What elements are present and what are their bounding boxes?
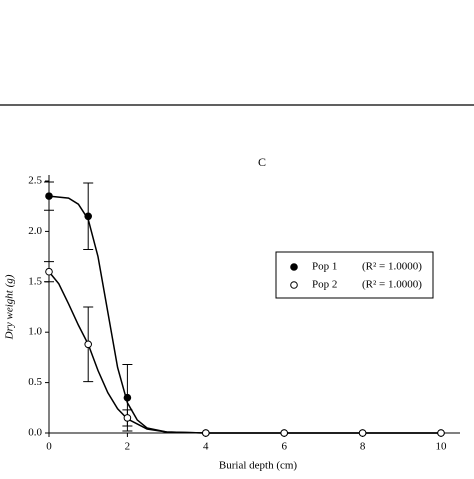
x-tick-label: 10	[436, 441, 448, 453]
legend-marker	[290, 281, 298, 289]
legend-label: Pop 2	[312, 279, 337, 291]
y-axis-label: Dry weight (g)	[4, 274, 16, 340]
legend-marker	[290, 263, 298, 271]
data-point	[45, 192, 53, 200]
x-tick-label: 8	[360, 441, 366, 453]
data-point	[280, 429, 289, 437]
legend-box	[275, 251, 434, 299]
legend-r2: (R² = 1.0000)	[362, 279, 422, 291]
legend-label: Pop 1	[312, 261, 337, 273]
chart-title: C	[258, 155, 266, 169]
data-point	[358, 429, 367, 437]
x-tick-label: 6	[281, 441, 287, 453]
x-axis-label: Burial depth (cm)	[219, 460, 298, 472]
data-point	[437, 429, 445, 437]
y-tick-label: 0.0	[28, 427, 42, 439]
data-point	[84, 340, 92, 349]
fit-line	[48, 271, 441, 434]
data-point	[45, 267, 53, 276]
legend-r2: (R² = 1.0000)	[362, 261, 422, 273]
y-tick-label: 1.0	[28, 326, 42, 338]
x-tick-label: 0	[46, 441, 52, 453]
data-point	[202, 429, 210, 437]
data-point	[123, 393, 132, 402]
data-point	[123, 414, 132, 422]
x-tick-label: 2	[125, 441, 131, 453]
y-tick-label: 2.5	[28, 175, 42, 187]
data-point	[84, 212, 92, 221]
y-tick-label: 1.5	[28, 275, 42, 287]
x-tick-label: 4	[203, 441, 209, 453]
y-tick-label: 0.5	[28, 376, 42, 388]
y-tick-label: 2.0	[28, 225, 42, 237]
